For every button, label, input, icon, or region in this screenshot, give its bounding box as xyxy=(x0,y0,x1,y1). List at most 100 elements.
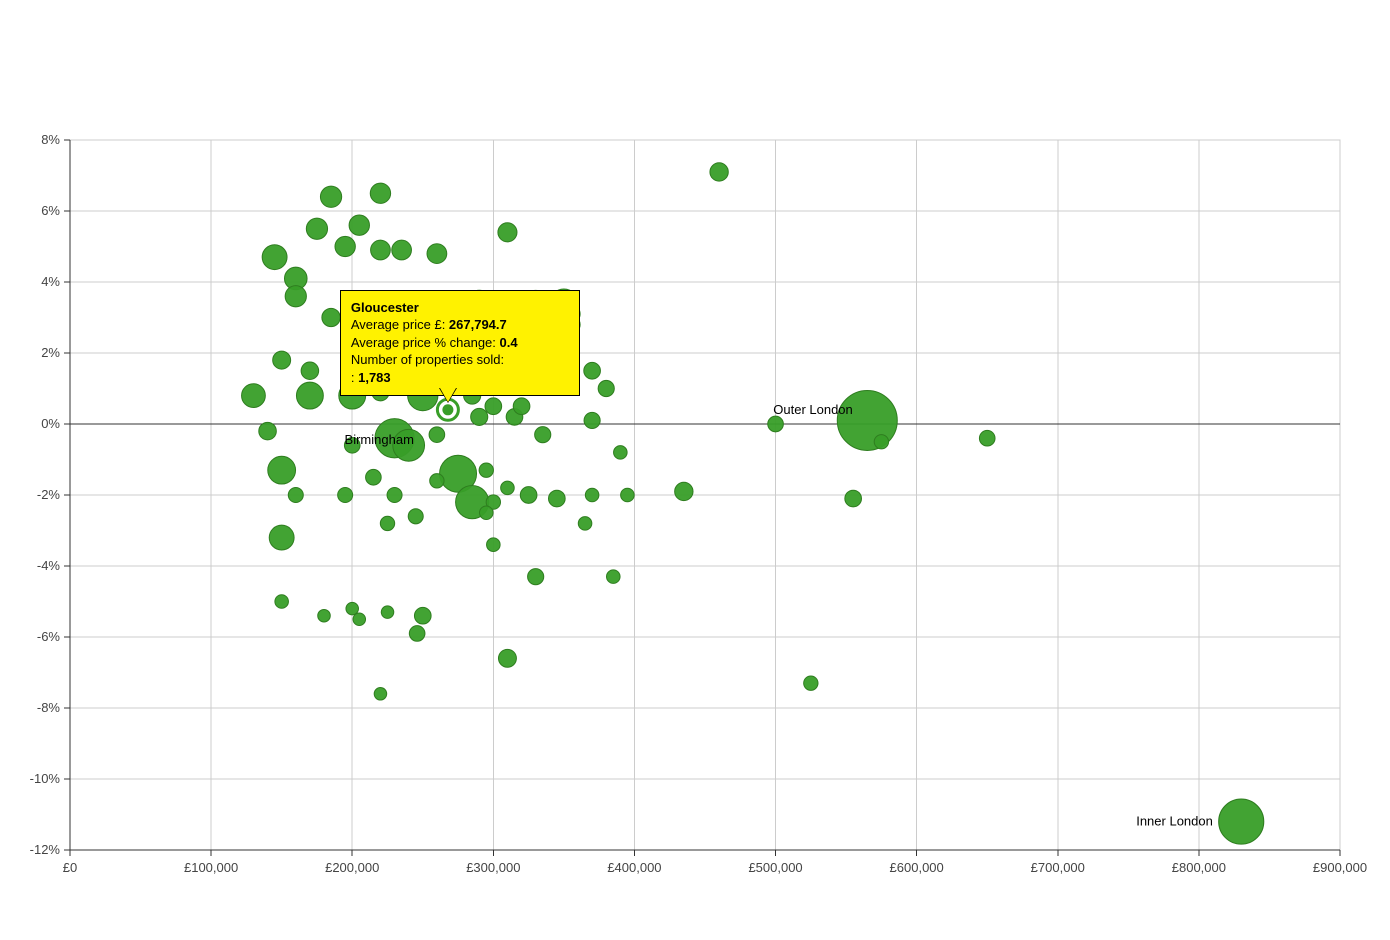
tooltip-row: : 1,783 xyxy=(351,369,569,387)
data-point[interactable] xyxy=(366,469,382,485)
tooltip-row: Number of properties sold: xyxy=(351,351,569,369)
data-point[interactable] xyxy=(301,362,319,380)
x-tick-label: £200,000 xyxy=(325,860,379,875)
data-point[interactable] xyxy=(710,163,728,181)
y-tick-label: 6% xyxy=(41,203,60,218)
data-point[interactable] xyxy=(479,463,493,477)
data-point[interactable] xyxy=(498,649,516,667)
data-point[interactable] xyxy=(485,398,502,415)
tooltip-title: Gloucester xyxy=(351,299,569,317)
data-point[interactable] xyxy=(501,481,515,495)
x-tick-label: £700,000 xyxy=(1031,860,1085,875)
data-point[interactable] xyxy=(614,446,628,460)
y-tick-label: 4% xyxy=(41,274,60,289)
data-point[interactable] xyxy=(322,308,340,326)
tooltip-row-label: Average price % change: xyxy=(351,335,500,350)
x-tick-label: £100,000 xyxy=(184,860,238,875)
data-point[interactable] xyxy=(584,362,601,379)
data-point[interactable] xyxy=(392,240,412,260)
data-point[interactable] xyxy=(578,517,592,531)
data-point[interactable] xyxy=(381,606,394,619)
data-point[interactable] xyxy=(429,427,445,443)
data-point[interactable] xyxy=(371,240,391,260)
data-point[interactable] xyxy=(380,516,394,530)
data-point[interactable] xyxy=(335,236,355,256)
data-point[interactable] xyxy=(498,223,517,242)
data-point[interactable] xyxy=(584,412,600,428)
data-point[interactable] xyxy=(306,218,327,239)
bubble-chart: £0£100,000£200,000£300,000£400,000£500,0… xyxy=(0,0,1390,940)
data-point[interactable] xyxy=(675,482,693,500)
x-tick-label: £500,000 xyxy=(748,860,802,875)
data-point[interactable] xyxy=(387,487,402,502)
tooltip-row-label: Number of properties sold: xyxy=(351,352,504,367)
y-tick-label: -8% xyxy=(37,700,61,715)
data-point[interactable] xyxy=(1219,799,1264,844)
data-point[interactable] xyxy=(370,183,390,203)
data-point[interactable] xyxy=(427,244,447,264)
y-tick-label: 2% xyxy=(41,345,60,360)
data-point[interactable] xyxy=(549,490,566,507)
data-point[interactable] xyxy=(487,538,501,552)
x-tick-label: £300,000 xyxy=(466,860,520,875)
data-point[interactable] xyxy=(346,602,359,615)
tooltip: Gloucester Average price £: 267,794.7Ave… xyxy=(340,290,580,396)
data-point[interactable] xyxy=(409,626,425,642)
data-point[interactable] xyxy=(353,613,366,626)
data-point[interactable] xyxy=(874,435,888,449)
data-point[interactable] xyxy=(242,384,266,408)
data-point[interactable] xyxy=(804,676,818,690)
data-point[interactable] xyxy=(535,427,551,443)
tooltip-row: Average price £: 267,794.7 xyxy=(351,316,569,334)
x-tick-label: £0 xyxy=(63,860,77,875)
data-point[interactable] xyxy=(273,351,291,369)
tooltip-row: Average price % change: 0.4 xyxy=(351,334,569,352)
y-tick-label: 0% xyxy=(41,416,60,431)
data-point[interactable] xyxy=(598,380,614,396)
x-tick-label: £900,000 xyxy=(1313,860,1367,875)
tooltip-row-value: 0.4 xyxy=(500,335,518,350)
point-label: Outer London xyxy=(773,402,853,417)
data-point[interactable] xyxy=(479,506,493,520)
data-point[interactable] xyxy=(585,488,599,502)
data-point[interactable] xyxy=(606,570,620,584)
data-point[interactable] xyxy=(408,509,423,524)
data-point[interactable] xyxy=(471,408,488,425)
data-point[interactable] xyxy=(513,398,530,415)
tooltip-rows: Average price £: 267,794.7Average price … xyxy=(351,316,569,386)
y-tick-label: -4% xyxy=(37,558,61,573)
data-point[interactable] xyxy=(288,487,303,502)
data-point[interactable] xyxy=(414,607,431,624)
data-point[interactable] xyxy=(979,430,995,446)
highlighted-point-inner xyxy=(442,404,453,415)
data-point[interactable] xyxy=(528,569,544,585)
y-tick-label: -12% xyxy=(30,842,61,857)
data-point[interactable] xyxy=(520,487,537,504)
tooltip-tail xyxy=(440,388,456,402)
data-point[interactable] xyxy=(285,286,306,307)
data-point[interactable] xyxy=(268,456,296,484)
data-point[interactable] xyxy=(296,382,323,409)
data-point[interactable] xyxy=(374,688,387,701)
data-point[interactable] xyxy=(262,245,287,270)
data-point[interactable] xyxy=(430,474,444,488)
x-tick-label: £800,000 xyxy=(1172,860,1226,875)
data-point[interactable] xyxy=(349,215,369,235)
data-point[interactable] xyxy=(318,609,331,622)
tooltip-row-label: Average price £: xyxy=(351,317,449,332)
chart-svg: £0£100,000£200,000£300,000£400,000£500,0… xyxy=(0,0,1390,940)
y-tick-label: -10% xyxy=(30,771,61,786)
data-point[interactable] xyxy=(768,416,784,432)
y-tick-label: -6% xyxy=(37,629,61,644)
x-tick-label: £600,000 xyxy=(890,860,944,875)
data-point[interactable] xyxy=(269,525,294,550)
point-label: Birmingham xyxy=(345,432,414,447)
data-point[interactable] xyxy=(621,488,635,502)
data-point[interactable] xyxy=(275,595,289,609)
data-point[interactable] xyxy=(338,487,353,502)
data-point[interactable] xyxy=(845,490,862,507)
data-point[interactable] xyxy=(259,422,277,440)
data-point[interactable] xyxy=(320,186,341,207)
y-tick-label: -2% xyxy=(37,487,61,502)
point-label: Inner London xyxy=(1136,814,1213,829)
